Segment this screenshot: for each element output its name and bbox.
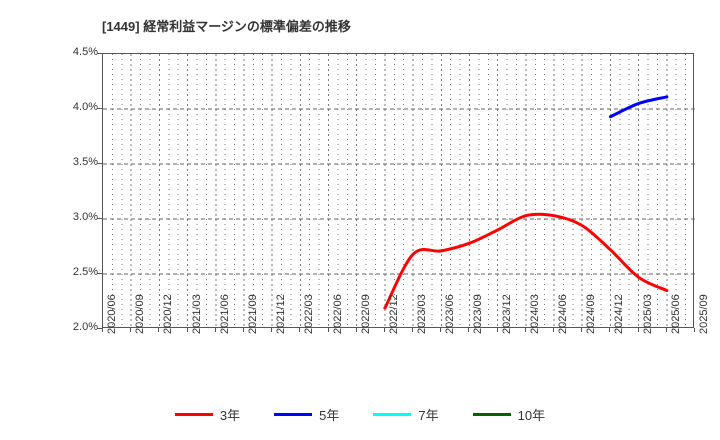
x-axis-tick-mark [440, 328, 441, 332]
y-axis-tick-mark [97, 273, 102, 274]
y-axis-tick-mark [97, 53, 102, 54]
y-axis-tick-mark [97, 218, 102, 219]
y-axis-labels: 2.0% 2.5% 3.0% 3.5% 4.0% 4.5% [38, 0, 102, 440]
x-axis-tick-label: 2023/03 [416, 294, 429, 334]
x-axis-tick-label: 2025/09 [698, 294, 710, 334]
x-axis-tick-mark [609, 328, 610, 332]
legend-item-10年[interactable]: 10年 [472, 405, 546, 424]
y-axis-tick-mark [97, 108, 102, 109]
x-axis-tick-mark [553, 328, 554, 332]
data-series-layer [383, 95, 669, 310]
x-axis-tick-mark [525, 328, 526, 332]
series-line-5年 [608, 95, 669, 119]
x-axis-tick-mark [468, 328, 469, 332]
x-axis-tick-mark [638, 328, 639, 332]
chart-legend: 3年 5年 7年 10年 [0, 405, 720, 424]
y-axis-tick-label: 3.5% [72, 156, 98, 168]
y-axis-tick-label: 4.5% [72, 46, 98, 58]
x-axis-tick-mark [694, 328, 695, 332]
y-axis-tick-label: 2.5% [72, 266, 98, 278]
legend-swatch-3年 [174, 413, 213, 416]
x-axis-tick-label: 2024/06 [557, 294, 570, 334]
x-axis-tick-label: 2024/03 [528, 294, 541, 334]
y-axis-tick-label: 3.0% [72, 211, 98, 223]
plot-area [102, 53, 695, 329]
legend-item-7年[interactable]: 7年 [373, 405, 439, 424]
legend-label: 5年 [319, 408, 340, 423]
x-axis-tick-label: 2025/03 [641, 294, 654, 334]
y-axis-tick-mark [97, 163, 102, 164]
series-line-3年 [383, 212, 669, 310]
x-axis-tick-label: 2024/09 [585, 294, 598, 334]
x-axis-tick-label: 2022/03 [303, 294, 316, 334]
legend-swatch-5年 [274, 413, 313, 416]
x-axis-tick-label: 2025/06 [669, 294, 682, 334]
x-axis-tick-mark [412, 328, 413, 332]
x-axis-tick-mark [299, 328, 300, 332]
y-axis-tick-mark [97, 328, 102, 329]
legend-swatch-7年 [373, 413, 412, 416]
x-axis-tick-label: 2020/12 [162, 294, 175, 334]
x-axis-tick-label: 2021/09 [246, 294, 259, 334]
x-axis-tick-mark [328, 328, 329, 332]
x-axis-tick-mark [384, 328, 385, 332]
grid-lines [103, 54, 695, 329]
x-axis-tick-label: 2024/12 [613, 294, 626, 334]
legend-label: 7年 [418, 408, 439, 423]
x-axis-tick-mark [271, 328, 272, 332]
x-axis-tick-label: 2020/09 [134, 294, 147, 334]
x-axis-tick-label: 2020/06 [106, 294, 118, 334]
x-axis-tick-mark [158, 328, 159, 332]
page-title: [1449] 経常利益マージンの標準偏差の推移 [102, 19, 351, 34]
y-axis-tick-label: 4.0% [72, 101, 98, 113]
x-axis-tick-label: 2022/12 [387, 294, 400, 334]
x-axis-tick-mark [497, 328, 498, 332]
legend-label: 10年 [517, 408, 546, 423]
legend-item-5年[interactable]: 5年 [274, 405, 339, 424]
x-axis-tick-mark [130, 328, 131, 332]
x-axis-tick-mark [102, 328, 103, 332]
x-axis-tick-mark [215, 328, 216, 332]
x-axis-tick-label: 2022/09 [359, 294, 372, 334]
x-axis-tick-mark [243, 328, 244, 332]
x-axis-tick-label: 2021/12 [275, 294, 288, 334]
x-axis-tick-mark [187, 328, 188, 332]
x-axis-tick-label: 2021/06 [218, 294, 231, 334]
x-axis-tick-mark [666, 328, 667, 332]
x-axis-tick-label: 2021/03 [190, 294, 203, 334]
legend-item-3年[interactable]: 3年 [174, 405, 241, 424]
x-axis-tick-mark [581, 328, 582, 332]
x-axis-tick-label: 2022/06 [331, 294, 344, 334]
x-axis-tick-mark [356, 328, 357, 332]
y-axis-tick-label: 2.0% [72, 321, 98, 333]
x-axis-tick-label: 2023/06 [444, 294, 457, 334]
x-axis-tick-label: 2023/09 [472, 294, 485, 334]
legend-label: 3年 [219, 408, 241, 423]
x-axis-tick-label: 2023/12 [500, 294, 513, 334]
legend-swatch-10年 [472, 413, 511, 416]
